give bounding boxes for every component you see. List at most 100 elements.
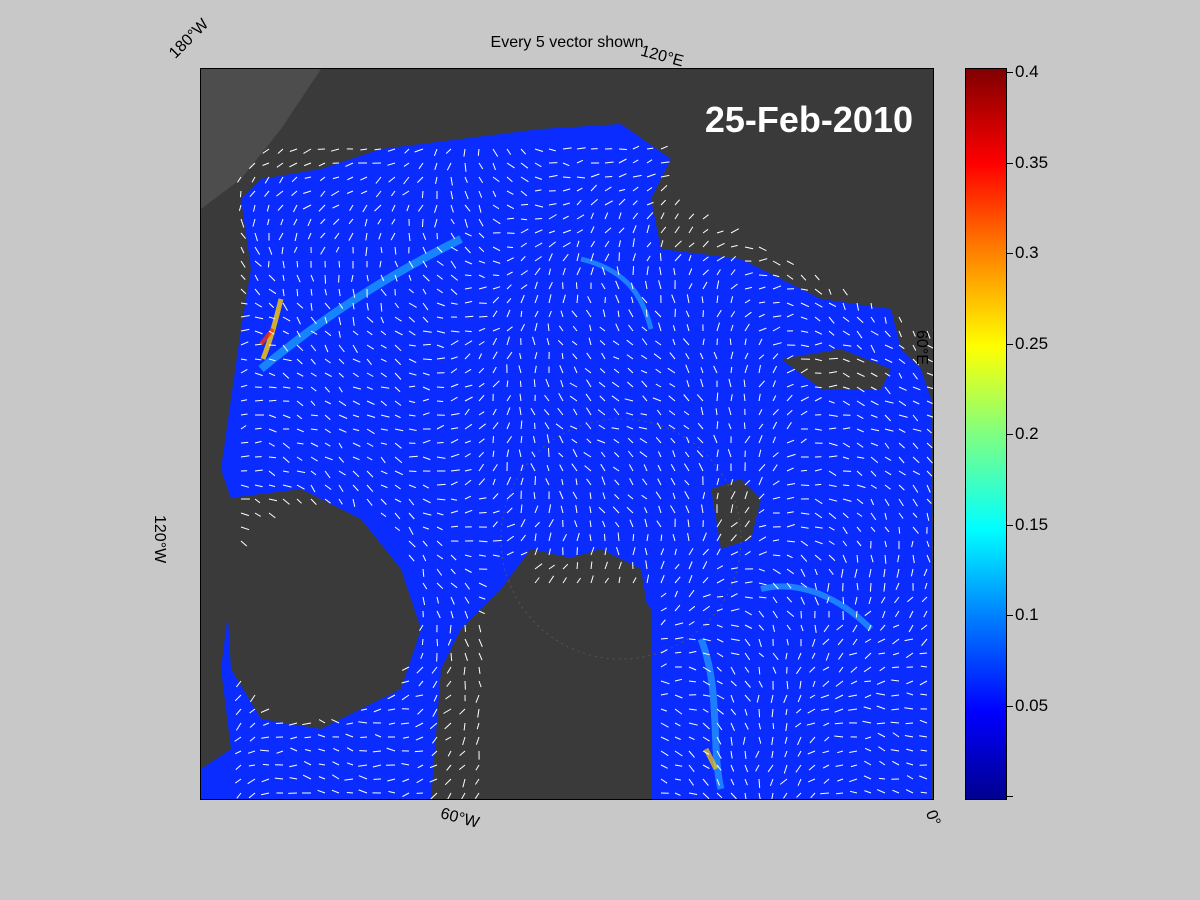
drift-vector [660,708,667,712]
drift-vector [520,551,528,556]
drift-vector [702,492,706,500]
drift-vector [320,232,326,239]
drift-vector [898,414,908,418]
drift-vector [856,414,864,420]
drift-vector [632,212,639,220]
drift-vector [730,504,734,514]
drift-vector [436,554,444,560]
drift-vector [293,246,298,253]
drift-vector [450,610,454,619]
drift-vector [492,510,500,514]
drift-vector [772,464,778,472]
drift-vector [828,470,837,477]
drift-vector [599,340,606,346]
drift-vector [909,610,914,619]
drift-vector [667,367,676,374]
drift-vector [814,428,822,431]
colorbar-tick-mark [1007,162,1013,164]
drift-vector [293,218,298,226]
drift-vector [772,342,782,346]
drift-vector [898,442,905,449]
drift-vector [891,708,900,711]
drift-vector [557,340,564,346]
drift-vector [422,302,429,311]
drift-vector [450,330,460,333]
drift-vector [758,680,763,688]
drift-vector [560,505,564,514]
drift-vector [506,351,513,360]
drift-vector [906,762,914,766]
drift-vector [331,190,340,197]
drift-vector [254,427,262,430]
drift-vector [520,270,528,276]
drift-vector [658,280,662,290]
drift-vector [786,313,794,318]
drift-vector [688,736,695,741]
drift-vector [292,204,298,213]
drift-vector [884,470,892,476]
drift-vector [660,722,669,728]
drift-vector [422,498,431,504]
drift-vector [562,188,571,192]
drift-vector [786,274,794,280]
drift-vector [404,148,410,154]
drift-vector [730,792,737,799]
drift-vector [758,736,762,744]
drift-vector [618,188,626,192]
drift-vector [898,526,901,534]
drift-vector [277,148,284,154]
drift-vector [360,708,368,711]
drift-vector [730,283,738,290]
drift-vector [573,408,578,416]
drift-vector [450,274,459,281]
drift-vector [784,736,788,744]
drift-vector [408,372,417,376]
drift-vector [772,315,782,318]
drift-vector [464,204,471,212]
drift-vector [828,288,832,295]
drift-vector [519,352,522,360]
drift-vector [919,775,928,780]
drift-vector [365,232,368,241]
drift-vector [716,764,722,771]
drift-vector [884,414,891,422]
drift-vector [394,358,402,366]
drift-vector [401,694,410,701]
drift-vector [240,358,247,361]
drift-vector [883,568,886,578]
drift-vector [450,176,453,186]
drift-vector [506,190,514,195]
drift-vector [688,680,696,683]
drift-vector [660,680,670,685]
drift-vector [744,491,748,500]
drift-vector [730,534,737,542]
drift-vector [823,624,830,633]
drift-vector [534,204,544,208]
drift-vector [464,190,469,200]
drift-vector [744,750,747,759]
drift-vector [772,285,782,290]
drift-vector [492,436,494,444]
drift-vector [856,470,863,476]
drift-vector [772,274,780,278]
drift-vector [408,385,416,388]
drift-vector [338,442,343,449]
drift-vector [730,490,736,500]
drift-vector [657,478,662,486]
drift-vector [638,426,648,430]
drift-vector [431,750,438,757]
drift-vector [506,309,511,318]
drift-vector [260,708,270,713]
drift-vector [254,232,258,242]
drift-vector [744,435,751,444]
drift-vector [394,442,402,449]
drift-vector [730,255,737,262]
drift-vector [394,316,402,322]
drift-vector [906,680,914,685]
drift-vector [864,610,872,617]
drift-vector [674,590,678,598]
drift-vector [422,288,427,295]
drift-vector [394,260,399,268]
drift-vector [786,610,795,617]
drift-vector [320,246,326,255]
